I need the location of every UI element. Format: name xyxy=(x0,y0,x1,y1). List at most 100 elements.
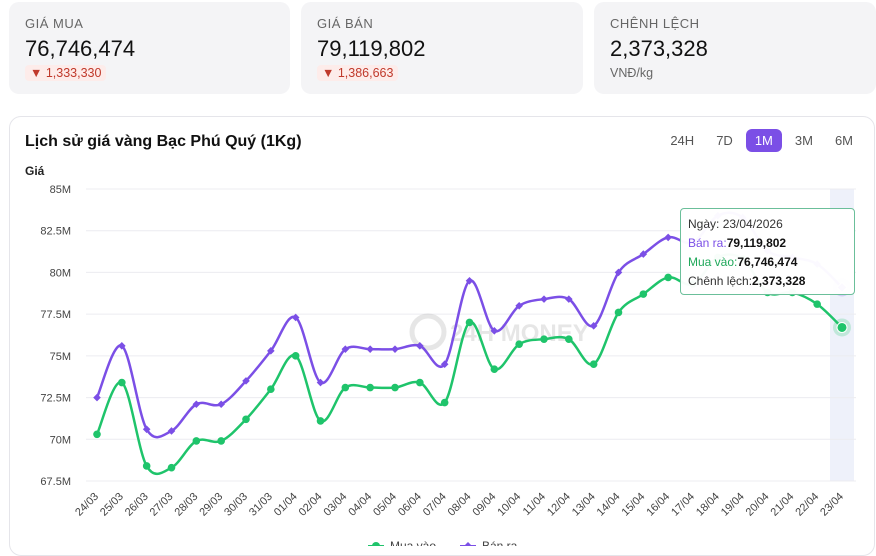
x-tick-label: 18/04 xyxy=(694,491,722,519)
legend-buy-label: Mua vào xyxy=(390,539,436,546)
sell-data-point xyxy=(316,378,325,387)
sell-data-point xyxy=(217,400,225,409)
spread-label: CHÊNH LỆCH xyxy=(610,16,700,31)
buy-data-point xyxy=(836,321,848,333)
sell-data-point xyxy=(341,345,350,353)
tooltip-sell-label: Bán ra: xyxy=(688,236,727,250)
buy-data-point xyxy=(639,290,648,298)
sell-data-point xyxy=(291,313,300,322)
tooltip-buy-label: Mua vào: xyxy=(688,255,738,269)
chart-title: Lịch sử giá vàng Bạc Phú Quý (1Kg) xyxy=(25,133,302,150)
chart-legend: Mua vào Bán ra xyxy=(368,539,518,546)
tooltip-date: 23/04/2026 xyxy=(722,217,783,231)
buy-data-point xyxy=(515,340,523,348)
sell-data-point xyxy=(540,295,548,303)
y-tick-label: 75M xyxy=(50,351,71,363)
buy-data-point xyxy=(589,360,598,369)
buy-data-point xyxy=(664,273,672,282)
buy-data-point xyxy=(341,383,350,392)
buy-data-point xyxy=(192,437,201,445)
x-tick-label: 10/04 xyxy=(495,491,523,519)
sell-data-point xyxy=(490,327,499,335)
x-tick-label: 09/04 xyxy=(471,491,499,519)
range-7d-button[interactable]: 7D xyxy=(716,133,733,148)
buy-data-point xyxy=(142,462,151,470)
x-tick-label: 11/04 xyxy=(521,491,548,518)
legend-buy-marker xyxy=(372,542,380,546)
sell-price-card: GIÁ BÁN 79,119,802 ▼ 1,386,663 xyxy=(301,2,583,94)
sell-price-value: 79,119,802 xyxy=(317,36,426,61)
x-tick-label: 13/04 xyxy=(570,491,598,519)
sell-data-point xyxy=(589,322,598,330)
buy-data-point xyxy=(614,308,623,317)
buy-data-point xyxy=(291,352,300,360)
x-tick-label: 19/04 xyxy=(719,491,747,519)
range-24h-button[interactable]: 24H xyxy=(670,133,695,148)
range-6m-button[interactable]: 6M xyxy=(834,133,853,148)
buy-price-value: 76,746,474 xyxy=(25,36,136,61)
x-tick-label: 17/04 xyxy=(669,491,697,519)
x-tick-label: 12/04 xyxy=(545,491,573,519)
buy-data-point xyxy=(118,378,126,387)
x-tick-label: 05/04 xyxy=(371,491,399,519)
tooltip-date-label: Ngày: xyxy=(688,217,723,231)
sell-data-point xyxy=(242,377,250,385)
buy-price-change: ▼ 1,333,330 xyxy=(25,65,107,81)
x-tick-label: 03/04 xyxy=(322,491,350,519)
sell-data-point xyxy=(267,347,275,355)
buy-data-point xyxy=(316,417,325,425)
x-tick-label: 22/04 xyxy=(793,491,821,519)
buy-data-point xyxy=(416,378,424,387)
x-tick-label: 24/03 xyxy=(73,491,101,519)
tooltip-spread-value: 2,373,328 xyxy=(752,274,806,288)
x-tick-label: 28/03 xyxy=(173,491,201,519)
buy-data-point xyxy=(167,463,176,472)
y-axis-label: Giá xyxy=(25,164,45,178)
x-tick-label: 31/03 xyxy=(247,491,275,519)
sell-data-point xyxy=(416,342,424,350)
x-tick-label: 29/03 xyxy=(197,491,225,519)
x-tick-label: 08/04 xyxy=(446,491,474,519)
sell-data-point xyxy=(664,233,672,242)
sell-data-point xyxy=(118,342,126,350)
sell-data-point xyxy=(93,393,101,402)
sell-data-point xyxy=(366,345,374,353)
range-3m-button[interactable]: 3M xyxy=(794,133,813,148)
y-tick-label: 67.5M xyxy=(40,476,71,488)
x-tick-label: 26/03 xyxy=(123,491,151,519)
x-tick-label: 02/04 xyxy=(297,491,325,519)
tooltip-buy-value: 76,746,474 xyxy=(737,255,798,269)
tooltip-spread-label: Chênh lệch: xyxy=(688,274,753,288)
y-tick-label: 72.5M xyxy=(40,393,71,405)
buy-data-point xyxy=(391,383,399,392)
spread-card: CHÊNH LỆCH 2,373,328 VNĐ/kg xyxy=(594,2,876,94)
buy-data-point xyxy=(267,385,275,394)
watermark-logo-icon xyxy=(409,313,447,351)
sell-price-label: GIÁ BÁN xyxy=(317,16,374,31)
y-tick-label: 82.5M xyxy=(40,226,71,238)
range-1m-button[interactable]: 1M xyxy=(745,129,782,152)
x-tick-label: 30/03 xyxy=(222,491,250,519)
legend-sell-label: Bán ra xyxy=(482,539,518,546)
x-tick-label: 21/04 xyxy=(769,491,797,519)
buy-data-point xyxy=(540,335,548,343)
buy-data-point xyxy=(242,415,250,424)
sell-data-point xyxy=(515,302,523,310)
y-tick-label: 70M xyxy=(50,434,71,446)
buy-data-point xyxy=(565,335,573,343)
y-tick-label: 77.5M xyxy=(40,309,71,321)
sell-data-point xyxy=(465,276,474,285)
x-tick-label: 23/04 xyxy=(818,491,846,519)
tooltip-sell-value: 79,119,802 xyxy=(726,236,787,250)
sell-data-point xyxy=(565,295,573,303)
x-tick-label: 16/04 xyxy=(644,491,672,519)
x-tick-label: 07/04 xyxy=(421,491,449,519)
buy-data-point xyxy=(490,365,499,374)
sell-data-point xyxy=(639,250,648,258)
range-selector: 24H 7D 1M 3M 6M xyxy=(661,129,862,152)
x-tick-label: 14/04 xyxy=(595,491,623,519)
buy-data-point xyxy=(813,300,821,308)
spread-unit: VNĐ/kg xyxy=(610,66,654,80)
x-tick-label: 01/04 xyxy=(272,491,300,519)
